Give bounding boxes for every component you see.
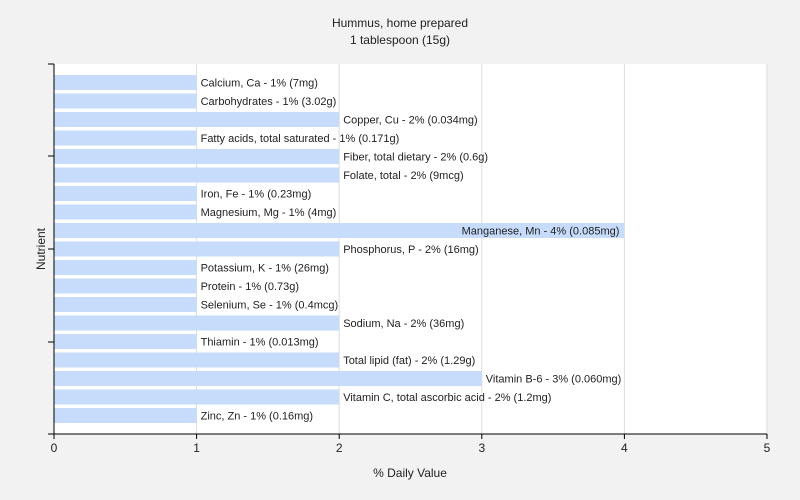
bar-labels: Calcium, Ca - 1% (7mg) Carbohydrates - 1%… — [201, 78, 622, 423]
chart-subtitle: 1 tablespoon (15g) — [350, 33, 450, 47]
bar-label: Carbohydrates - 1% (3.02g) — [201, 96, 337, 108]
bar — [54, 408, 197, 423]
bar-label: Vitamin B-6 - 3% (0.060mg) — [486, 374, 622, 386]
bar-label: Folate, total - 2% (9mcg) — [343, 170, 463, 182]
bar-label: Iron, Fe - 1% (0.23mg) — [201, 189, 312, 201]
bar — [54, 315, 340, 331]
bar — [54, 260, 197, 275]
bar — [54, 389, 340, 405]
bar — [54, 149, 340, 164]
x-tick-label: 0 — [51, 441, 58, 455]
bar-label: Calcium, Ca - 1% (7mg) — [201, 78, 318, 90]
bar-label: Copper, Cu - 2% (0.034mg) — [343, 115, 478, 127]
bar-label: Protein - 1% (0.73g) — [201, 281, 299, 293]
x-tick-label: 3 — [478, 441, 485, 455]
bar-label: Magnesium, Mg - 1% (4mg) — [201, 207, 337, 219]
chart-title: Hummus, home prepared — [332, 16, 468, 30]
bar — [54, 186, 197, 201]
bar — [54, 204, 197, 220]
bar — [54, 75, 197, 90]
bar-label: Sodium, Na - 2% (36mg) — [343, 318, 464, 330]
bar — [54, 130, 197, 146]
bar — [54, 278, 197, 294]
bar-label: Zinc, Zn - 1% (0.16mg) — [201, 411, 313, 423]
bar-label: Fiber, total dietary - 2% (0.6g) — [343, 152, 488, 164]
bar — [54, 371, 482, 386]
bar — [54, 223, 625, 238]
bar-label: Thiamin - 1% (0.013mg) — [201, 337, 319, 349]
bars — [54, 75, 625, 423]
bar-label: Total lipid (fat) - 2% (1.29g) — [343, 355, 475, 367]
bar — [54, 167, 340, 183]
bar-label: Vitamin C, total ascorbic acid - 2% (1.2… — [343, 392, 551, 404]
bar — [54, 112, 340, 127]
x-tick-label: 5 — [764, 441, 771, 455]
bar-label: Fatty acids, total saturated - 1% (0.171… — [201, 133, 400, 145]
axes: 0 1 2 3 4 5 — [48, 63, 771, 455]
bar — [54, 297, 197, 312]
bar-label: Potassium, K - 1% (26mg) — [201, 263, 329, 275]
bar-label: Selenium, Se - 1% (0.4mcg) — [201, 300, 339, 312]
bar — [54, 334, 197, 349]
bar — [54, 93, 197, 109]
x-tick-label: 4 — [621, 441, 628, 455]
bar — [54, 352, 340, 368]
y-axis-label: Nutrient — [34, 227, 48, 270]
bar — [54, 241, 340, 257]
bar-label: Phosphorus, P - 2% (16mg) — [343, 244, 479, 256]
x-tick-label: 2 — [336, 441, 343, 455]
x-tick-label: 1 — [193, 441, 200, 455]
bar-label: Manganese, Mn - 4% (0.085mg) — [462, 226, 620, 238]
x-axis-label: % Daily Value — [373, 466, 447, 480]
